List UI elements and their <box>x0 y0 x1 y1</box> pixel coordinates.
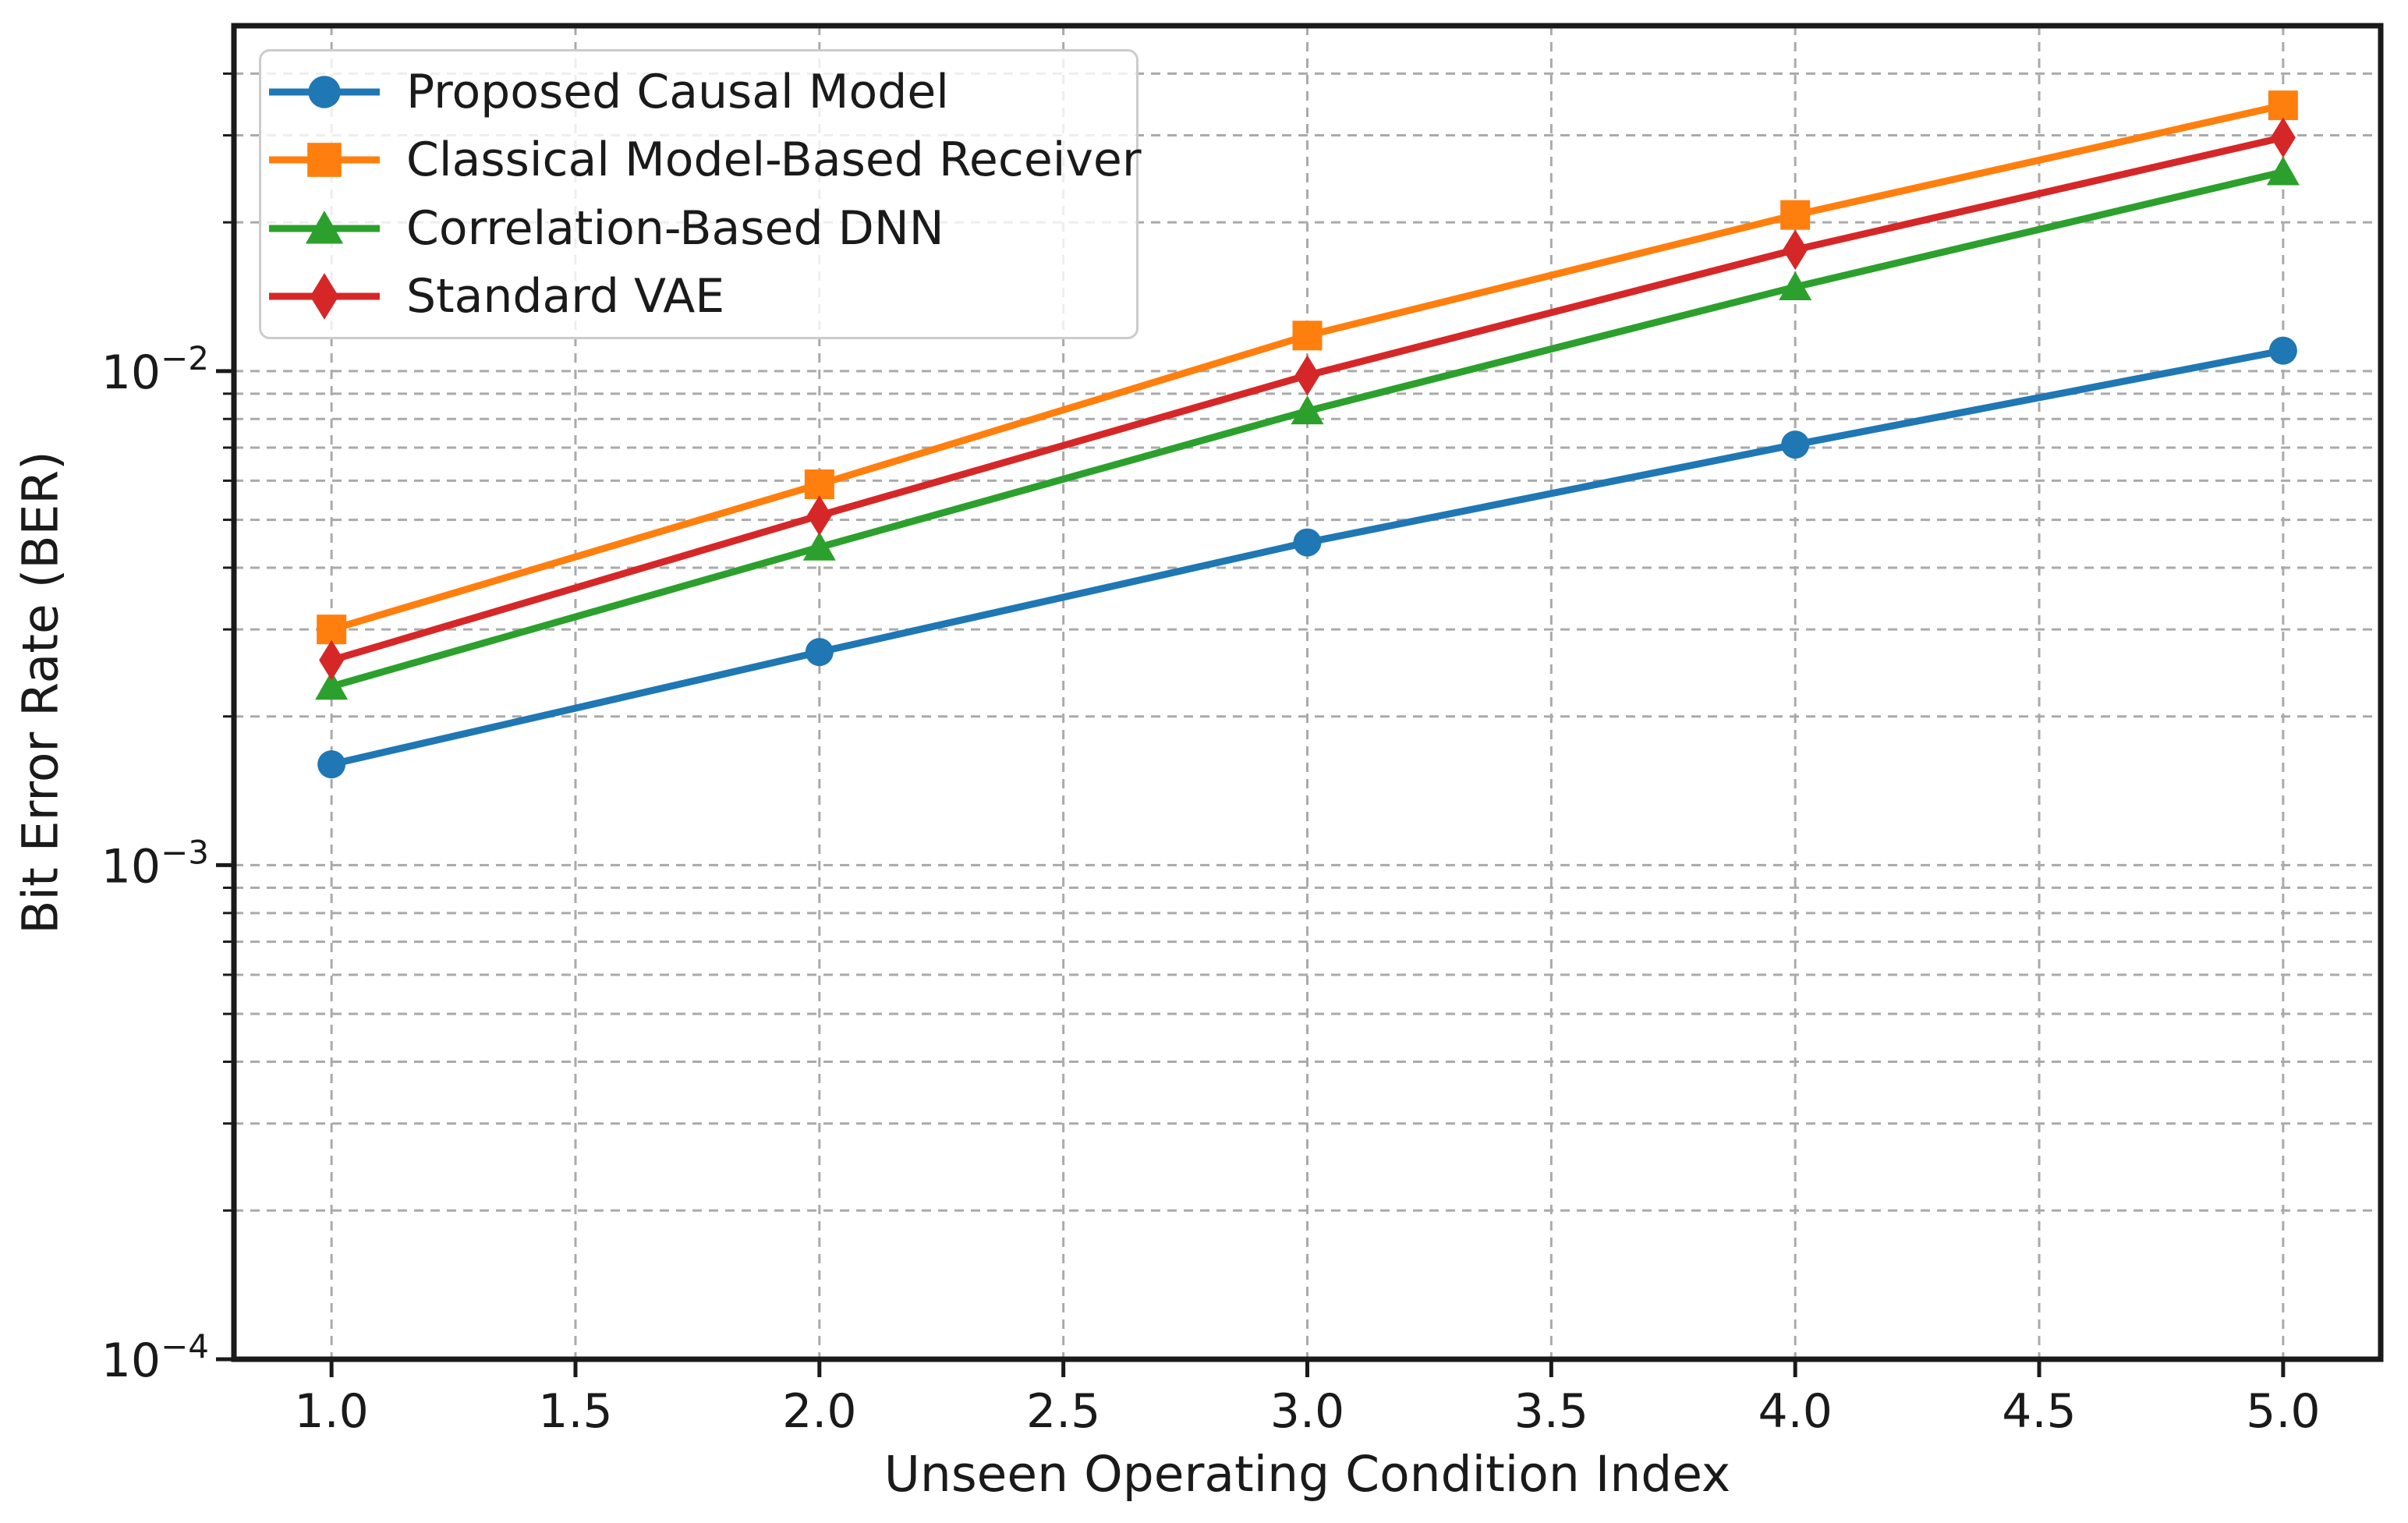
svg-text:10−3: 10−3 <box>101 833 209 894</box>
svg-text:3.5: 3.5 <box>1514 1384 1588 1439</box>
legend-item-correlation-based-dnn: Correlation-Based DNN <box>266 194 1136 263</box>
legend-label: Proposed Causal Model <box>406 64 949 119</box>
svg-text:4.0: 4.0 <box>1758 1384 1832 1439</box>
svg-text:4.5: 4.5 <box>2002 1384 2076 1439</box>
legend-marker-square-icon <box>266 129 383 191</box>
y-axis-label: Bit Error Rate (BER) <box>12 451 69 934</box>
legend-label: Classical Model-Based Receiver <box>406 133 1142 188</box>
legend-marker-diamond-icon <box>266 265 383 328</box>
legend-item-standard-vae: Standard VAE <box>266 263 1136 331</box>
legend-label: Correlation-Based DNN <box>406 200 944 256</box>
svg-text:3.0: 3.0 <box>1270 1384 1344 1439</box>
svg-text:1.0: 1.0 <box>294 1384 368 1439</box>
svg-text:1.5: 1.5 <box>538 1384 612 1439</box>
legend-item-classical-model-based-receiver: Classical Model-Based Receiver <box>266 126 1142 195</box>
legend-label: Standard VAE <box>406 269 725 324</box>
svg-text:10−4: 10−4 <box>101 1327 209 1388</box>
x-axis-label: Unseen Operating Condition Index <box>884 1446 1731 1503</box>
svg-text:5.0: 5.0 <box>2246 1384 2320 1439</box>
svg-text:2.0: 2.0 <box>782 1384 856 1439</box>
legend: Proposed Causal Model Classical Model-Ba… <box>259 49 1142 339</box>
svg-text:10−2: 10−2 <box>101 339 209 400</box>
svg-text:2.5: 2.5 <box>1026 1384 1100 1439</box>
legend-marker-circle-icon <box>266 61 383 123</box>
legend-item-proposed-causal-model: Proposed Causal Model <box>266 58 1136 126</box>
legend-marker-triangle-icon <box>266 197 383 260</box>
